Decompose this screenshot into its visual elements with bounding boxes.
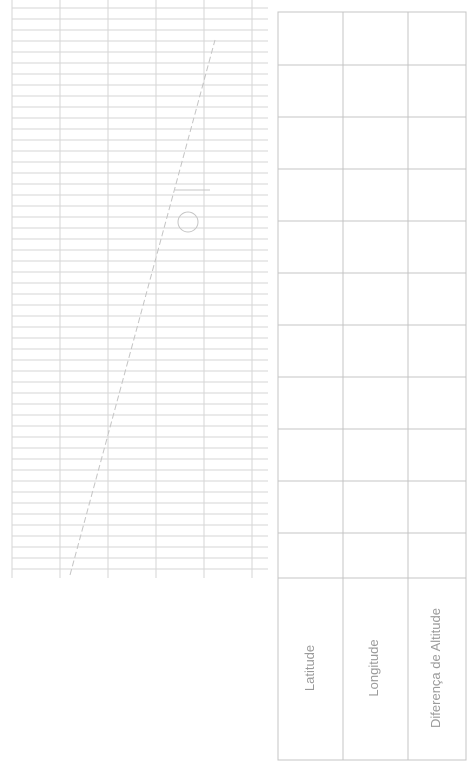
column-header: Latitude [302,645,317,691]
graph-grid [11,0,268,578]
profile-line [69,39,216,576]
data-table [277,11,467,761]
table-border [277,11,467,761]
column-header: Longitude [366,639,381,696]
column-header: Diferença de Altitude [428,608,443,728]
marker-circle [177,211,199,233]
